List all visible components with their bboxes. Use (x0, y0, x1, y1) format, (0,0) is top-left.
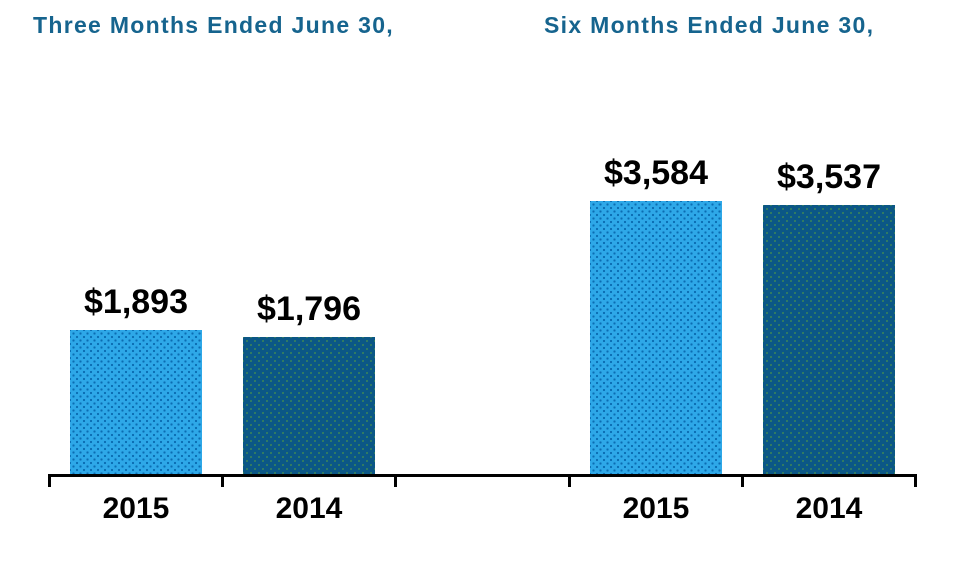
bar-g2-2014 (763, 205, 895, 474)
x-axis-label: 2014 (275, 492, 343, 525)
x-axis-label: 2014 (795, 492, 863, 525)
bar-g2-2015 (590, 201, 722, 474)
x-axis-tick (914, 474, 917, 487)
bar-value-label: $1,893 (84, 283, 188, 321)
chart-title-six-months: Six Months Ended June 30, (544, 12, 875, 38)
x-axis-tick (740, 474, 744, 487)
x-axis-tick (394, 474, 398, 487)
bar-value-label: $1,796 (257, 290, 361, 328)
x-axis-line (48, 474, 917, 477)
x-axis-label: 2015 (102, 492, 170, 525)
bar-g1-2015 (70, 330, 202, 474)
bar-g1-2014 (243, 337, 375, 474)
bar-value-label: $3,537 (777, 158, 881, 196)
chart-title-three-months: Three Months Ended June 30, (33, 12, 394, 38)
x-axis-label: 2015 (622, 492, 690, 525)
bar-value-label: $3,584 (604, 154, 708, 192)
x-axis-tick (48, 474, 51, 487)
x-axis-tick (221, 474, 225, 487)
x-axis-tick (567, 474, 571, 487)
